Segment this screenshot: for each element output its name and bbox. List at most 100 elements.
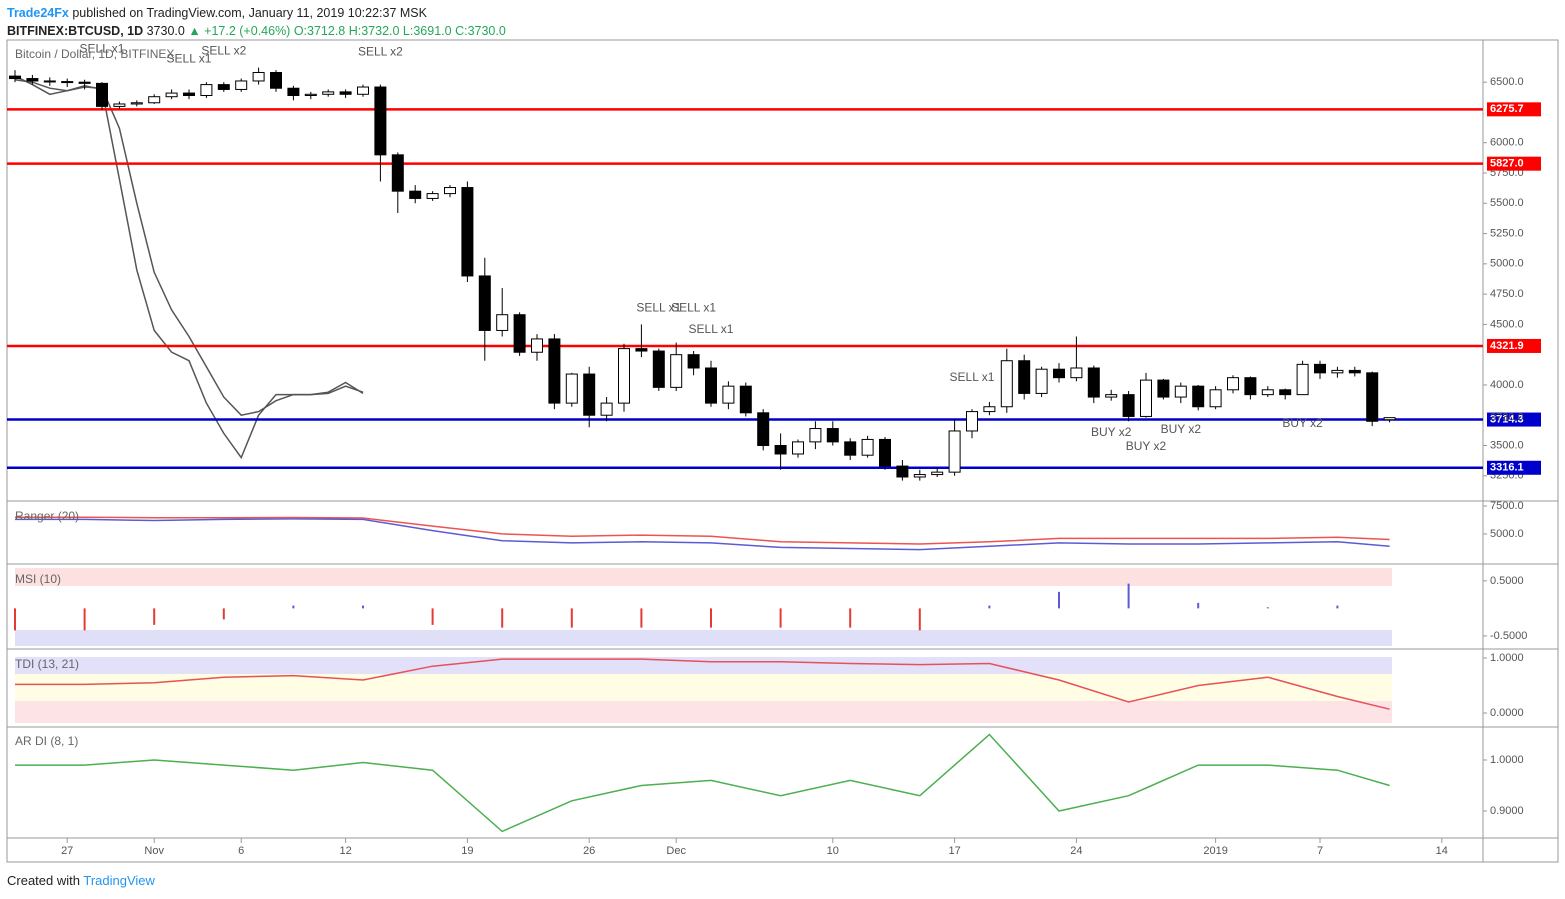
level-tag xyxy=(1487,102,1541,117)
y-tick-label: 1.0000 xyxy=(1490,754,1524,766)
y-tick-label: 0.0000 xyxy=(1490,707,1524,719)
level-label: 5827.0 xyxy=(1490,158,1524,170)
candle-body xyxy=(1140,379,1152,417)
y-tick-label: 5000.0 xyxy=(1490,258,1524,270)
y-tick-label: 6000.0 xyxy=(1490,137,1524,149)
candle-body xyxy=(26,78,39,82)
y-tick-label: 5250.0 xyxy=(1490,227,1524,239)
publisher: Trade24Fx xyxy=(7,6,69,20)
y-tick-label: 4750.0 xyxy=(1490,288,1524,300)
candle-body xyxy=(322,91,335,95)
candle-body xyxy=(1227,377,1239,391)
y-tick-label: 1.0000 xyxy=(1490,652,1524,664)
candle-body xyxy=(43,80,56,83)
y-tick-label: 4000.0 xyxy=(1490,379,1524,391)
pane-title: TDI (13, 21) xyxy=(15,657,79,671)
candle-body xyxy=(478,275,491,331)
candle-body xyxy=(426,193,439,199)
axes: 27 Nov 6 12 19 26 Dec 10 17 24 2019 7 143250.03500.0… xyxy=(15,47,1541,857)
y-tick-label: 5000.0 xyxy=(1490,528,1524,540)
candle-body xyxy=(774,445,787,455)
candle-body xyxy=(357,86,369,95)
band xyxy=(15,630,1392,646)
candle-body xyxy=(1122,394,1135,417)
level-tag xyxy=(1487,156,1541,171)
publish-line: Trade24Fx published on TradingView.com, … xyxy=(7,4,506,22)
x-tick-label: 17 xyxy=(948,845,960,857)
candle-body xyxy=(670,354,683,388)
brand: TradingView xyxy=(83,873,155,888)
x-tick-label: 26 xyxy=(583,845,595,857)
candle-body xyxy=(1261,389,1274,396)
candle-body xyxy=(339,91,352,95)
candle-body xyxy=(1000,360,1013,408)
y-tick-label: 7500.0 xyxy=(1490,500,1524,512)
signal-label: BUY x2 xyxy=(1161,422,1202,436)
level-label: 4321.9 xyxy=(1490,340,1524,352)
candle-body xyxy=(739,385,752,414)
candle-body xyxy=(635,348,648,352)
candle-body xyxy=(531,338,543,353)
candle-body xyxy=(409,190,422,199)
signal-label: BUY x2 xyxy=(1091,425,1132,439)
candle-body xyxy=(879,438,891,467)
candle-body xyxy=(618,348,630,404)
candle-body xyxy=(9,75,21,80)
candle-body xyxy=(96,82,108,107)
candle-body xyxy=(1279,389,1292,396)
candle-body xyxy=(983,406,996,413)
signal-label: SELL x1 xyxy=(950,370,995,384)
candle-body xyxy=(252,71,265,82)
candle-body xyxy=(809,428,822,443)
candle-body xyxy=(200,84,213,96)
x-tick-label: 14 xyxy=(1436,845,1448,857)
footer: Created with TradingView xyxy=(7,873,155,888)
series-line xyxy=(14,79,364,417)
candle-body xyxy=(1366,372,1379,422)
band xyxy=(15,701,1392,723)
candle-body xyxy=(1314,363,1326,374)
candle-body xyxy=(130,102,143,105)
signal-label: SELL x1 xyxy=(636,301,681,315)
candle-body xyxy=(374,86,387,156)
candle-body xyxy=(1035,368,1048,394)
candle-body xyxy=(444,187,456,195)
series-line xyxy=(14,75,364,460)
tdi-pane xyxy=(15,658,1390,710)
candle-body xyxy=(113,103,126,107)
signal-label: SELL x2 xyxy=(201,43,246,57)
candle-body xyxy=(1087,367,1100,398)
candle-body xyxy=(496,314,509,331)
candle-body xyxy=(600,402,613,416)
level-label: 3714.3 xyxy=(1490,413,1524,425)
ardi-pane xyxy=(15,733,1390,833)
candle-body xyxy=(183,92,195,96)
candle-body xyxy=(235,80,248,90)
signal-label: SELL x1 xyxy=(689,322,734,336)
band xyxy=(15,674,1392,701)
signal-label: SELL x2 xyxy=(358,44,403,58)
signal-label: SELL x1 xyxy=(671,301,716,315)
candle-body xyxy=(78,81,91,84)
candle-body xyxy=(565,373,578,404)
level-label: 6275.7 xyxy=(1490,103,1524,115)
x-tick-label: 6 xyxy=(238,845,244,857)
series-line xyxy=(15,518,1390,551)
x-tick-label: 7 xyxy=(1317,845,1323,857)
candle-body xyxy=(966,411,978,432)
y-tick-label: 3500.0 xyxy=(1490,439,1524,451)
price-marker: 3730.0 xyxy=(1490,412,1524,424)
candle-body xyxy=(948,430,961,473)
x-tick-label: 12 xyxy=(339,845,351,857)
candle-body xyxy=(1070,367,1083,379)
x-tick-label: 10 xyxy=(827,845,839,857)
symbol-line: BITFINEX:BTCUSD, 1D 3730.0 ▲ +17.2 (+0.4… xyxy=(7,22,506,40)
y-tick-label: 6500.0 xyxy=(1490,76,1524,88)
candle-body xyxy=(722,385,735,404)
candle-body xyxy=(705,367,717,404)
band xyxy=(15,657,1392,674)
candle-body xyxy=(826,428,839,443)
candle-body xyxy=(148,96,161,104)
change: ▲ +17.2 (+0.46%) xyxy=(188,24,291,38)
